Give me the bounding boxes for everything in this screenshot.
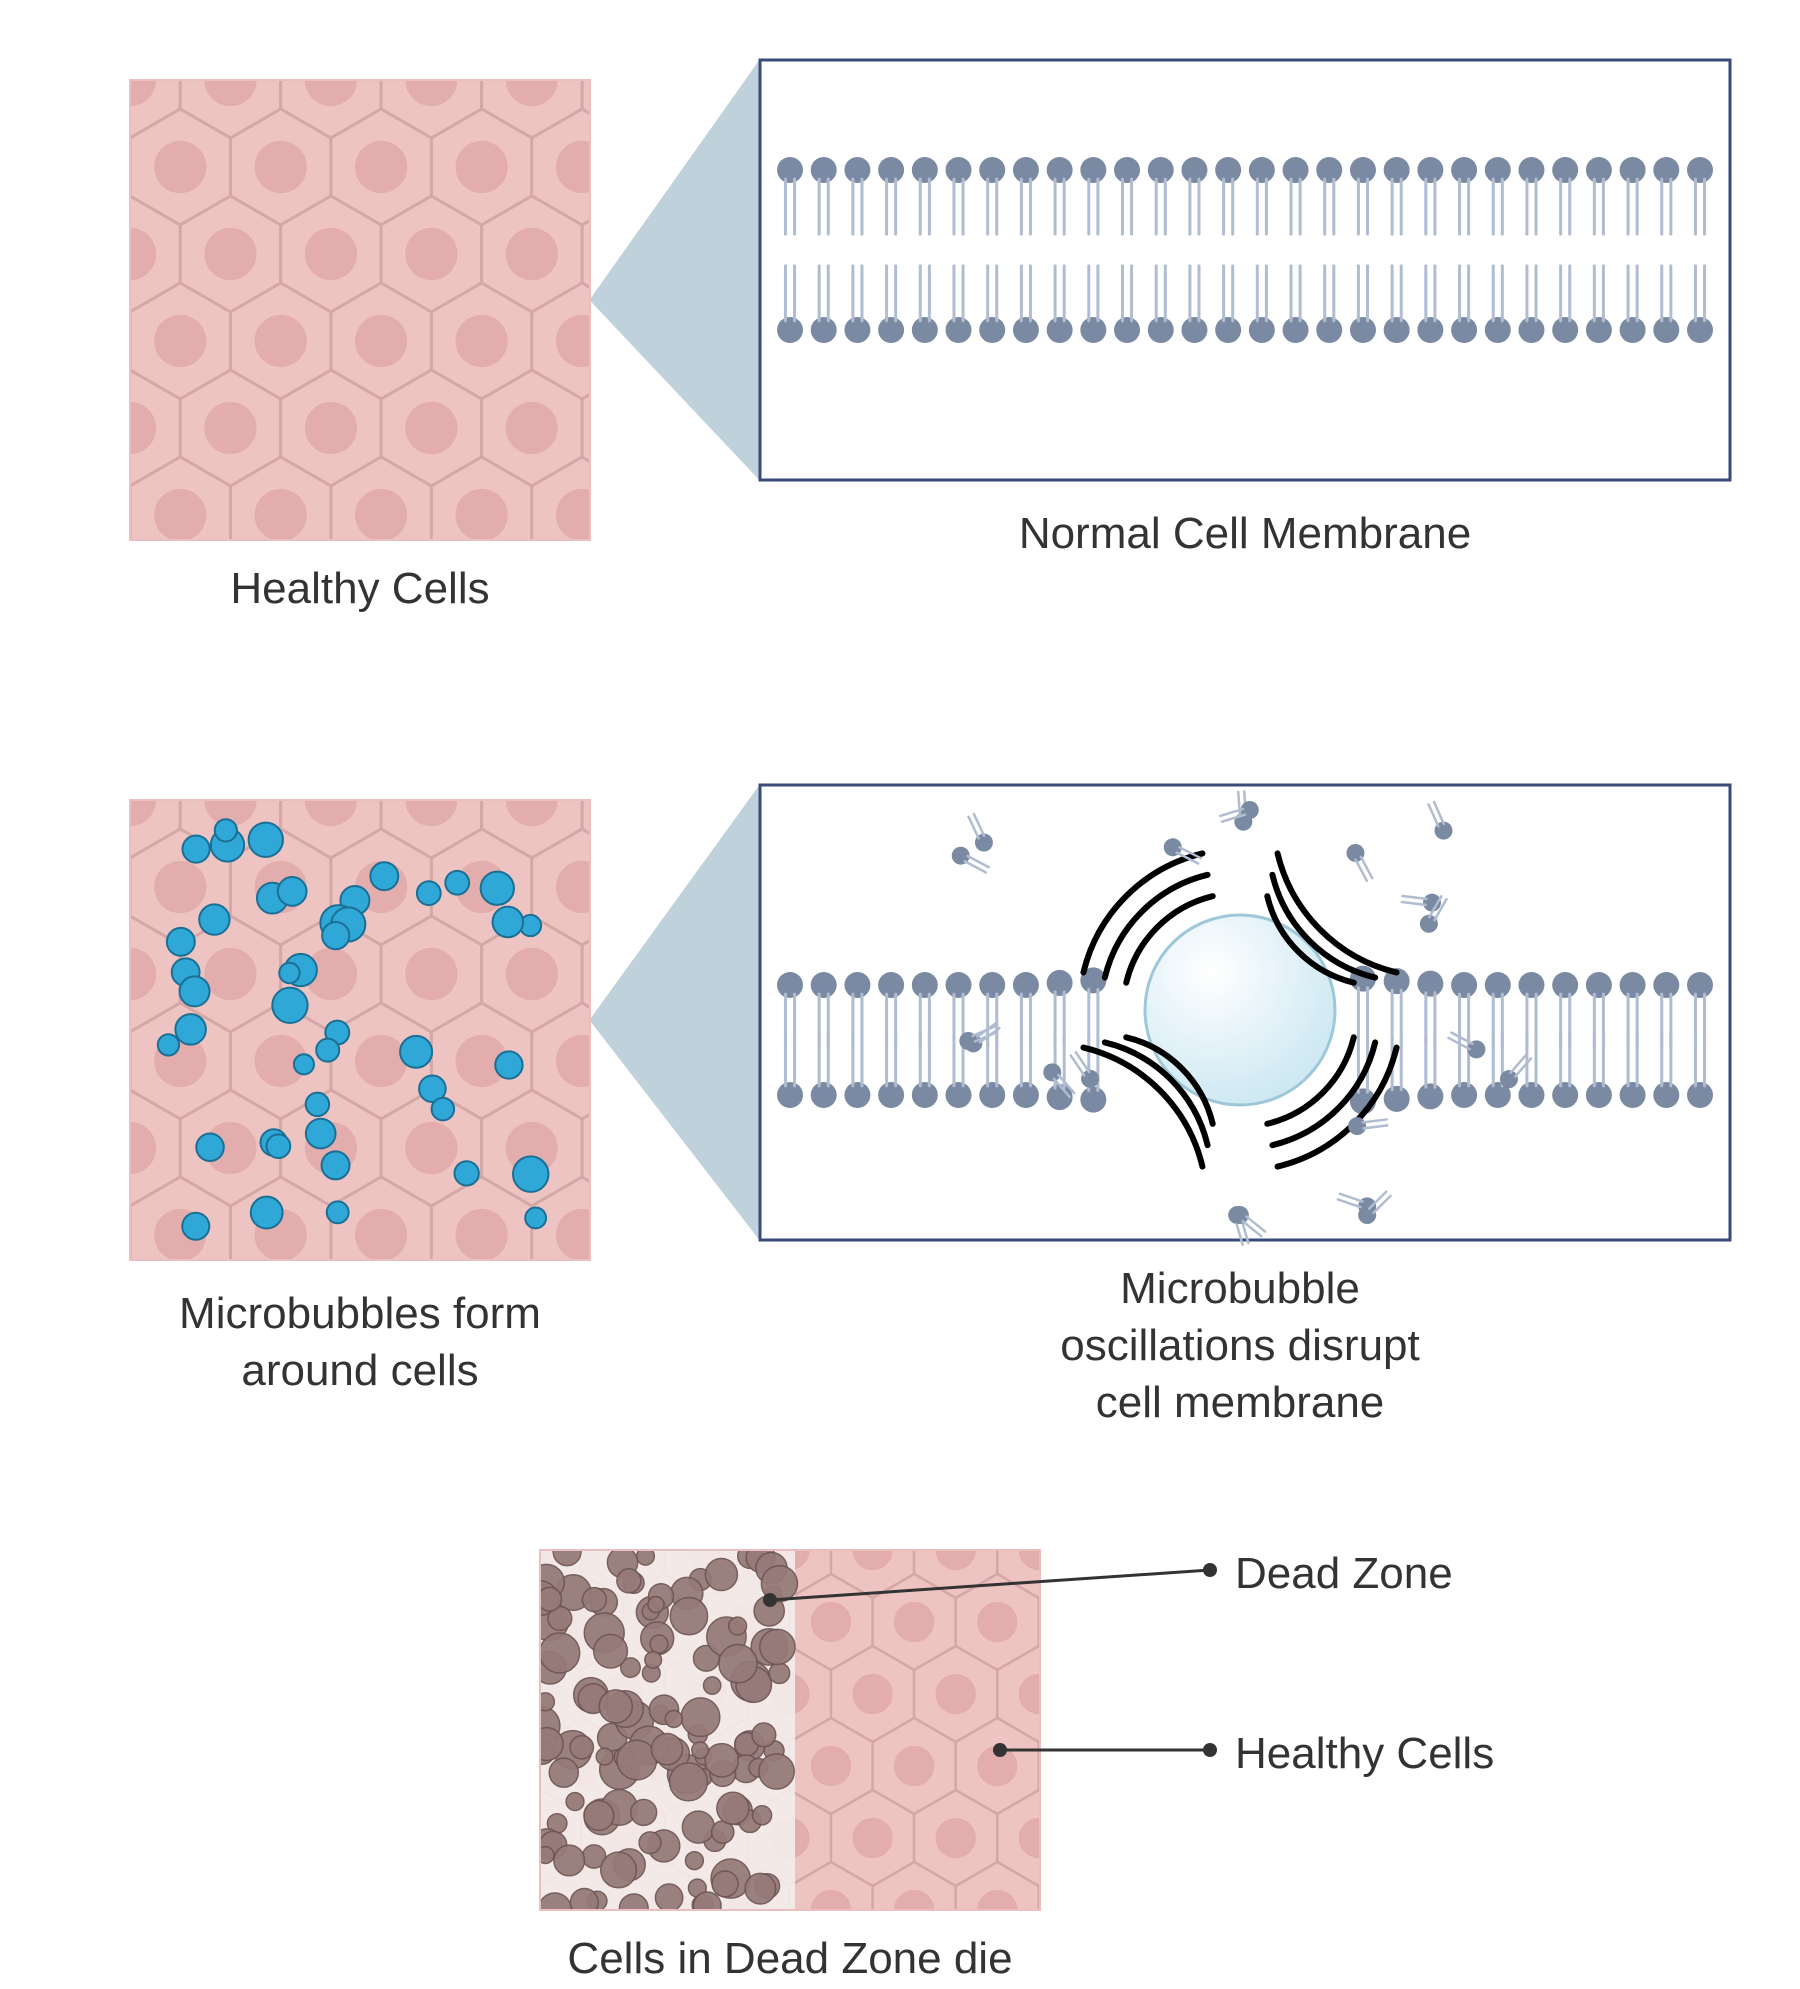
label-microbubbles-form: Microbubbles form around cells xyxy=(80,1285,640,1399)
diagram-svg xyxy=(0,0,1800,1989)
label-healthy-cells-2: Healthy Cells xyxy=(1235,1725,1555,1782)
label-healthy-cells: Healthy Cells xyxy=(130,560,590,617)
label-oscillations: Microbubble oscillations disrupt cell me… xyxy=(960,1260,1520,1432)
label-normal-membrane: Normal Cell Membrane xyxy=(760,505,1730,562)
diagram-canvas: Healthy Cells Normal Cell Membrane Micro… xyxy=(0,0,1800,1989)
label-cells-die: Cells in Dead Zone die xyxy=(480,1930,1100,1987)
label-dead-zone: Dead Zone xyxy=(1235,1545,1535,1602)
